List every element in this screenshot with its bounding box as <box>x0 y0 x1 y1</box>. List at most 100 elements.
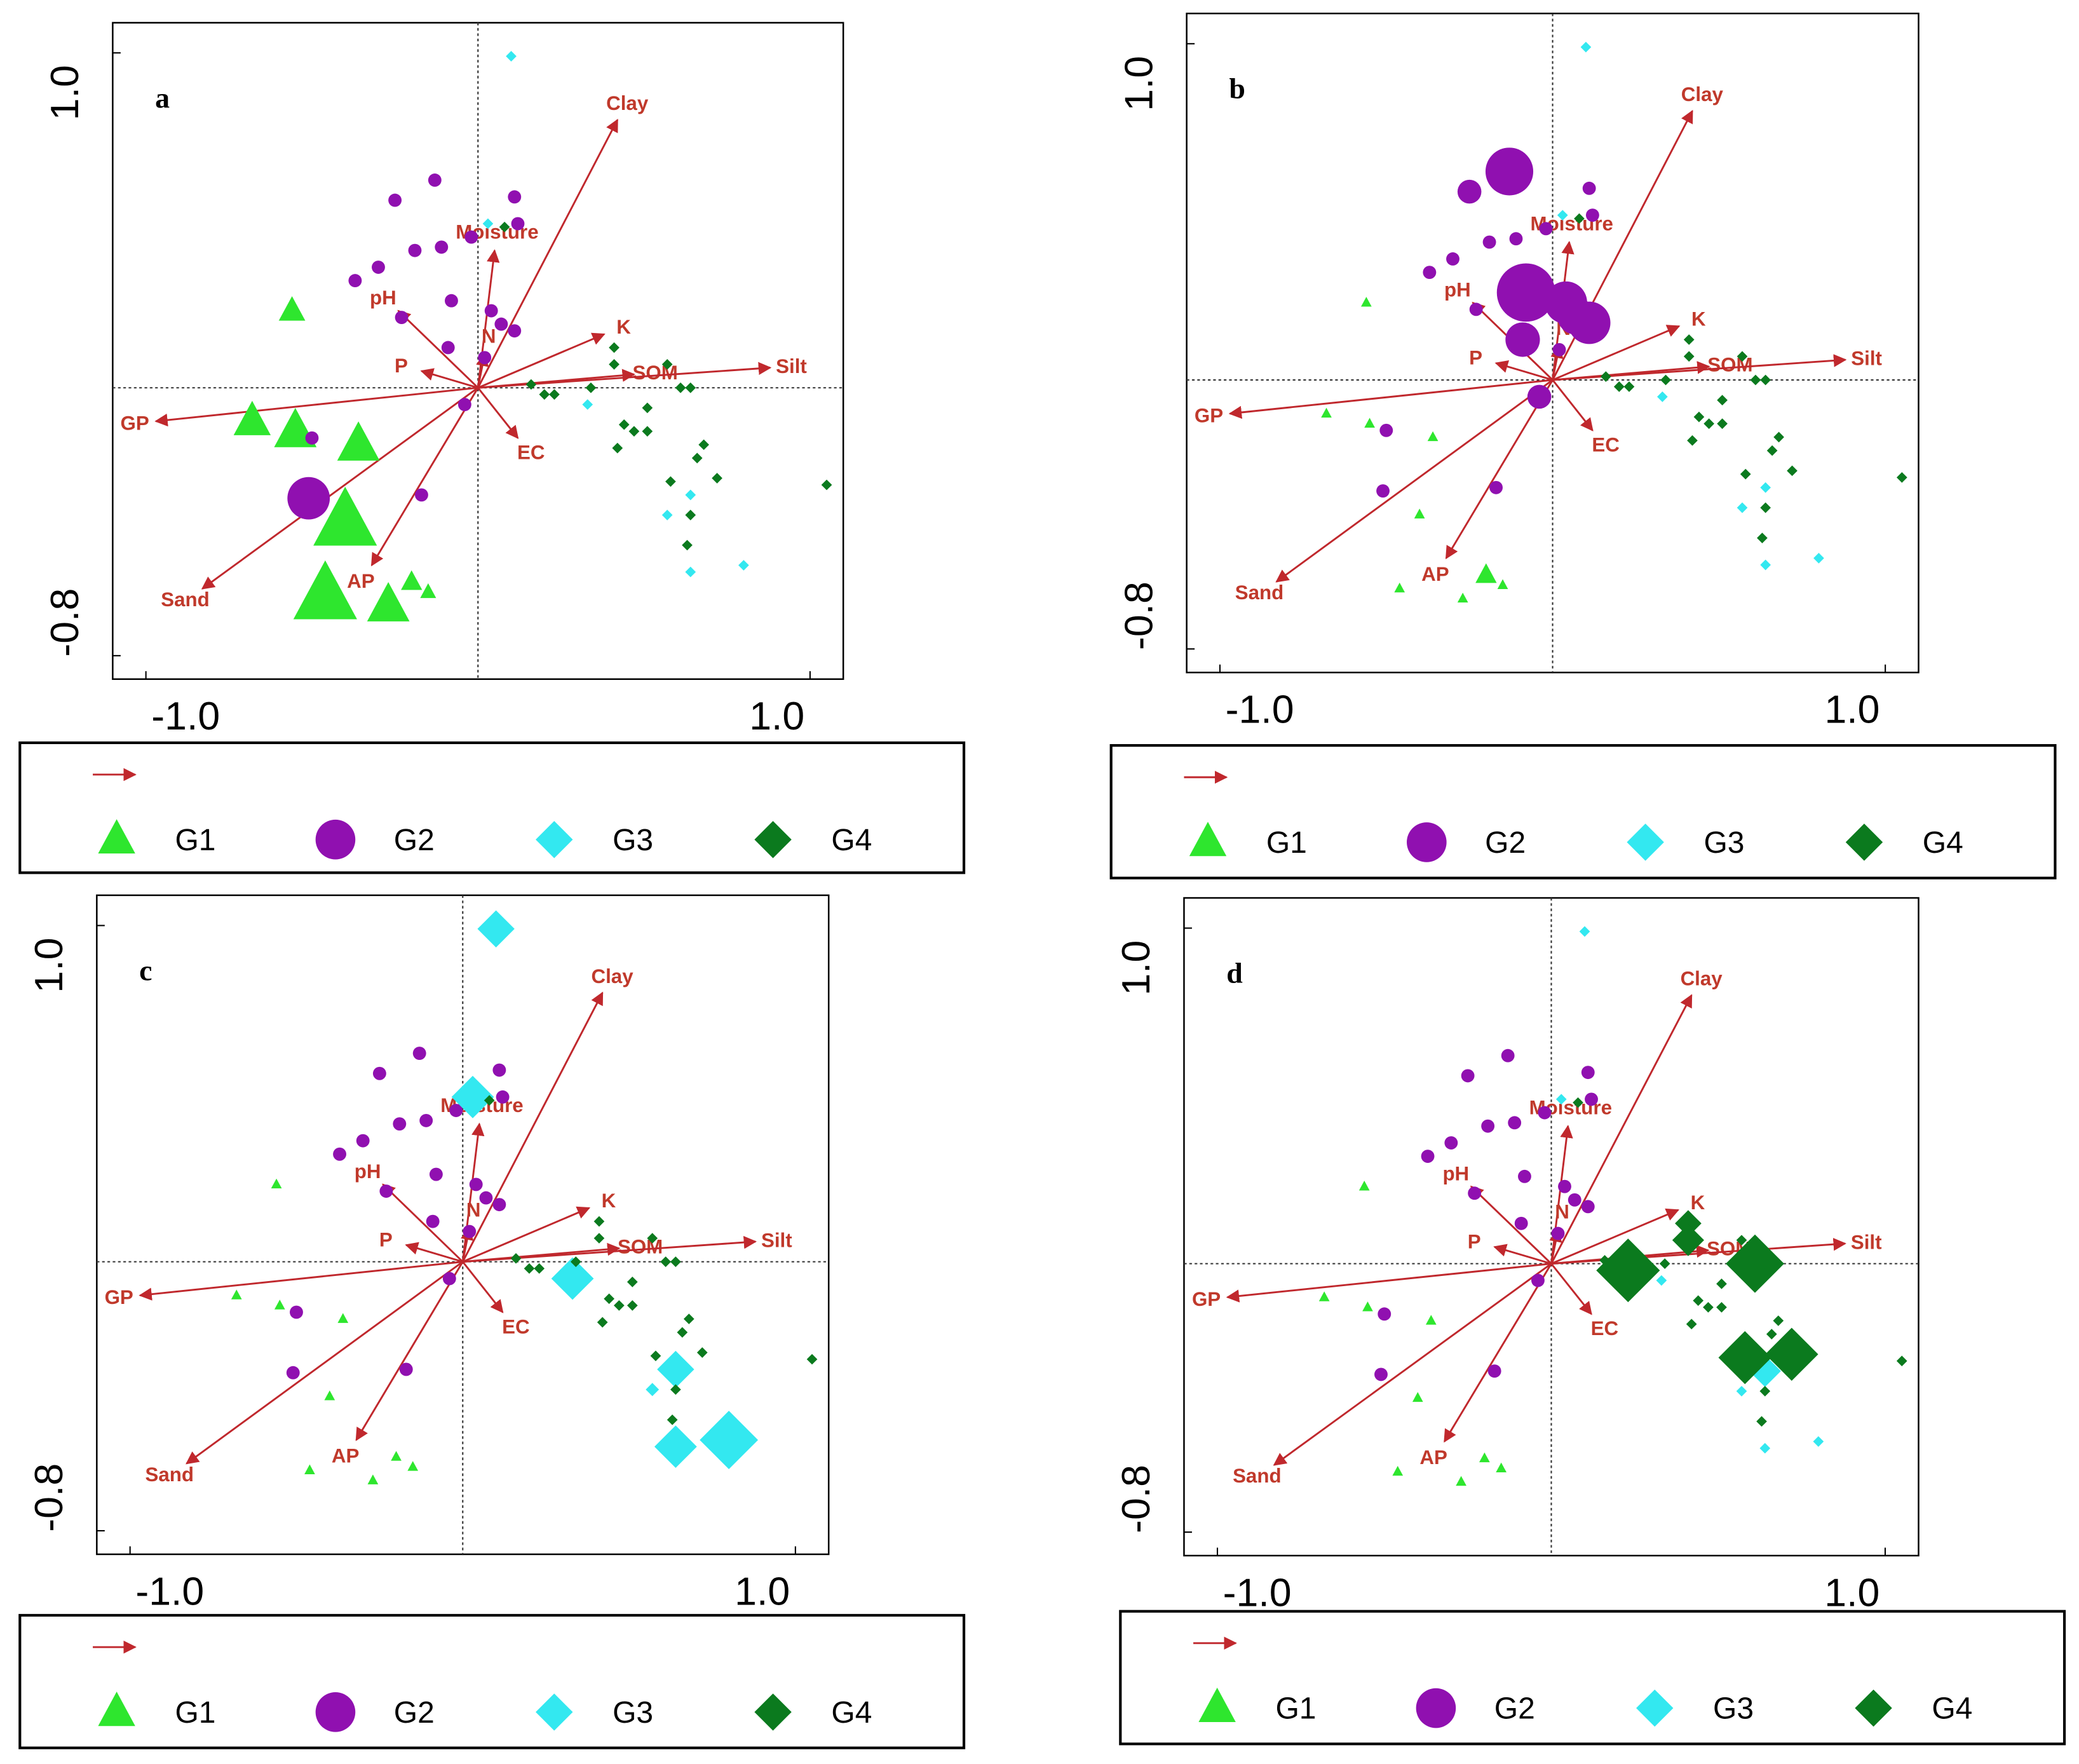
point <box>1496 1462 1507 1473</box>
legend-box <box>1109 743 2057 879</box>
arrow <box>370 387 479 567</box>
point <box>1760 502 1771 513</box>
point <box>665 476 676 487</box>
point <box>478 351 492 365</box>
point <box>1683 334 1695 345</box>
y-tick-label: 1.0 <box>1116 56 1161 111</box>
point <box>1378 1307 1392 1321</box>
point <box>1531 1273 1545 1287</box>
point <box>1318 1291 1330 1301</box>
point <box>609 342 620 353</box>
arrow-label: GP <box>1195 404 1223 426</box>
arrow <box>1444 1263 1552 1443</box>
point <box>496 1090 510 1104</box>
arrow-label: Sand <box>1233 1465 1282 1487</box>
point <box>1750 374 1761 386</box>
arrow-label: EC <box>502 1315 529 1338</box>
legend-label: G2 <box>1494 1692 1535 1726</box>
arrow-label: AP <box>332 1445 359 1467</box>
arrow <box>461 991 604 1263</box>
y-tick-label: -0.8 <box>1114 1465 1158 1533</box>
point <box>1896 1355 1907 1367</box>
point <box>1737 502 1748 513</box>
point <box>414 488 428 502</box>
point <box>1496 263 1555 322</box>
arrow <box>154 386 478 427</box>
point <box>494 317 508 331</box>
point <box>449 1104 463 1117</box>
point <box>593 1216 605 1227</box>
point <box>1475 563 1497 583</box>
point <box>286 1366 300 1380</box>
arrow-label: EC <box>517 442 545 464</box>
point <box>1672 1224 1704 1256</box>
point <box>1461 1069 1475 1083</box>
point <box>1693 411 1705 423</box>
point <box>367 582 410 621</box>
arrow-label: AP <box>1419 1446 1447 1469</box>
point <box>287 477 330 520</box>
point <box>618 419 630 430</box>
point <box>419 1113 433 1127</box>
point <box>657 1350 694 1388</box>
x-tick-label: -1.0 <box>1223 1570 1292 1615</box>
point <box>1321 407 1332 418</box>
point <box>348 274 362 288</box>
y-tick-label: -0.8 <box>43 588 87 657</box>
y-tick-label: 1.0 <box>27 938 71 993</box>
arrow <box>201 387 479 590</box>
arrow <box>1493 1244 1552 1265</box>
point <box>525 379 537 390</box>
point <box>712 473 722 484</box>
point <box>492 1198 506 1212</box>
point <box>379 1184 393 1198</box>
point <box>1412 1392 1423 1402</box>
arrow <box>1550 1125 1573 1264</box>
point <box>685 489 696 501</box>
point <box>445 294 458 308</box>
arrow <box>1275 379 1554 583</box>
point <box>510 1252 522 1264</box>
point <box>1482 235 1496 249</box>
point <box>670 1384 681 1395</box>
legend-box <box>18 741 966 874</box>
arrow-label: Silt <box>1851 1231 1882 1253</box>
point <box>1596 1238 1660 1303</box>
legend: G1 G2 G3 G4 <box>1119 1610 2066 1746</box>
point <box>1421 1150 1435 1164</box>
x-tick-label: -1.0 <box>1226 688 1294 732</box>
point <box>429 1167 443 1181</box>
arrow-label: K <box>1691 1191 1705 1214</box>
point <box>806 1354 818 1365</box>
point <box>1444 1136 1458 1150</box>
arrow-label: GP <box>120 412 149 434</box>
arrow <box>1552 109 1693 381</box>
point <box>1568 1193 1581 1207</box>
y-tick-label: 1.0 <box>1114 940 1158 996</box>
point <box>1717 395 1728 406</box>
legend-label: G1 <box>1275 1692 1316 1726</box>
x-tick-label: 1.0 <box>735 1569 790 1613</box>
point <box>585 382 597 393</box>
point <box>293 560 357 620</box>
arrow-label: Clay <box>1681 968 1723 990</box>
point <box>511 217 525 231</box>
point <box>1737 351 1748 362</box>
arrow <box>382 1183 464 1263</box>
point <box>1683 351 1695 362</box>
point <box>1687 435 1698 446</box>
point <box>231 1289 242 1299</box>
point <box>593 1233 605 1244</box>
legend-label: G2 <box>394 824 435 857</box>
point <box>457 398 471 412</box>
arrow <box>1552 354 1847 381</box>
point <box>1718 1331 1771 1385</box>
point <box>626 1277 638 1287</box>
legend-label: G4 <box>831 824 872 857</box>
point <box>484 1095 495 1106</box>
arrow <box>397 309 479 389</box>
point <box>463 1225 477 1238</box>
point <box>372 1066 386 1080</box>
arrow-label: GP <box>1192 1288 1221 1310</box>
